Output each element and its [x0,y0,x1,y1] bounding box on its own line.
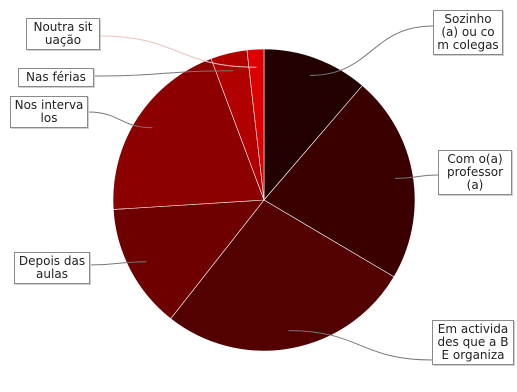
leader-line-depois-aulas [89,261,147,266]
leader-lines [87,25,439,361]
pie-slice-intervalos [112,58,265,210]
leader-line-ferias [93,70,234,77]
leader-line-actividades-be [288,330,433,361]
pie-slice-depois-aulas [112,199,265,320]
slice-label-depois-aulas: Depois das aulas [14,252,90,284]
slice-label-ferias: Nas férias [18,68,94,87]
leader-line-sozinho [310,25,434,76]
pie-slice-com-professor [263,85,416,278]
slice-label-actividades-be: Em actividades que a BE organiza [432,320,514,365]
slice-label-com-professor: Com o(a) professor (a) [438,150,512,195]
leader-line-intervalos [87,111,153,129]
leader-line-com-professor [395,174,439,179]
pie-slice-actividades-be [170,199,395,352]
slice-label-noutra-situacao: Noutra situação [26,18,100,50]
pie-slices [112,48,416,352]
pie-slice-sozinho [263,48,363,201]
slice-label-intervalos: Nos intervalos [10,96,88,128]
pie-slice-noutra-situacao [246,48,265,201]
leader-line-noutra-situacao [99,35,257,68]
slice-label-sozinho: Sozinho (a) ou com colegas [433,10,503,55]
